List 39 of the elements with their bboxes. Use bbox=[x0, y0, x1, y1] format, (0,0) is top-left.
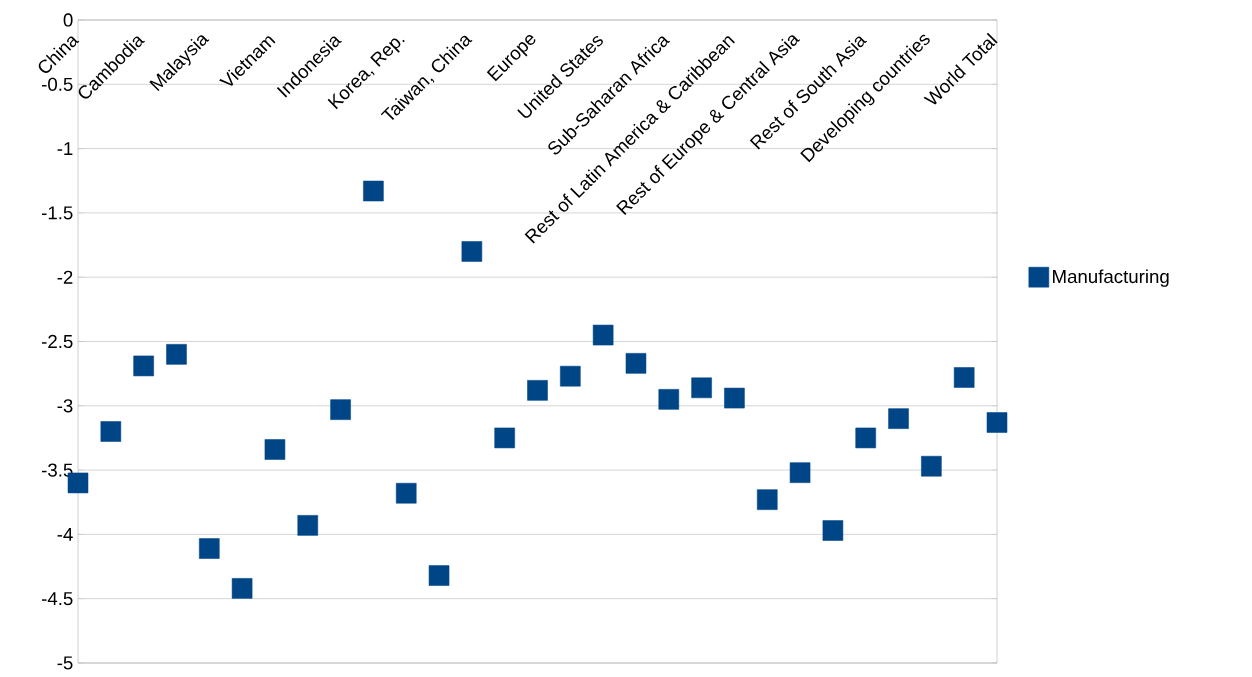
point bbox=[658, 389, 680, 410]
point bbox=[921, 455, 942, 477]
point bbox=[527, 380, 548, 401]
point bbox=[231, 578, 253, 599]
point bbox=[691, 377, 712, 399]
point bbox=[724, 387, 745, 409]
y-tick-label: -5 bbox=[57, 656, 73, 670]
point bbox=[789, 462, 811, 483]
point bbox=[133, 355, 154, 377]
point bbox=[330, 399, 351, 420]
y-tick-label: -1.5 bbox=[41, 206, 73, 220]
point bbox=[297, 515, 319, 536]
y-tick-label: -2.5 bbox=[41, 334, 73, 349]
point bbox=[822, 520, 844, 541]
point bbox=[560, 365, 581, 387]
y-tick-label: -1 bbox=[57, 142, 73, 156]
point bbox=[428, 565, 450, 586]
point bbox=[264, 439, 286, 460]
point bbox=[592, 324, 614, 346]
point bbox=[986, 412, 1008, 433]
point bbox=[199, 538, 220, 559]
y-tick-label: -4 bbox=[57, 527, 73, 541]
y-tick-label: -0.5 bbox=[41, 77, 73, 91]
point bbox=[953, 367, 975, 388]
point bbox=[461, 241, 483, 262]
legend-label: Manufacturing bbox=[1053, 269, 1169, 287]
point bbox=[494, 427, 515, 449]
y-tick-label: -3 bbox=[57, 399, 73, 413]
point bbox=[855, 427, 876, 449]
point bbox=[888, 408, 909, 429]
y-tick-label: -2 bbox=[57, 270, 73, 284]
point bbox=[363, 180, 384, 202]
point bbox=[395, 482, 417, 504]
point bbox=[100, 421, 122, 442]
point bbox=[625, 353, 647, 374]
y-tick-label: -4.5 bbox=[41, 592, 73, 606]
y-tick-label: 0 bbox=[63, 13, 73, 27]
point bbox=[756, 489, 778, 510]
point bbox=[166, 344, 187, 365]
